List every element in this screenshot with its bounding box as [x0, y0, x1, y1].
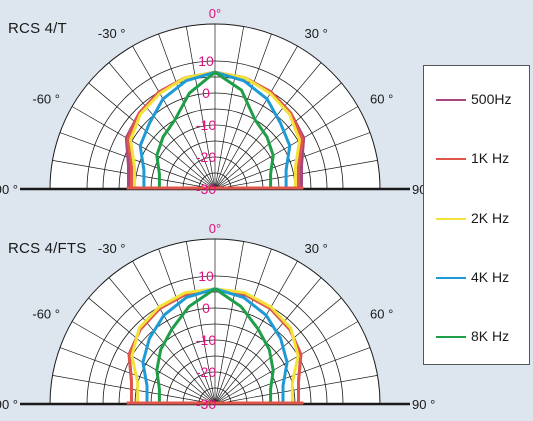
grid-spoke: [132, 45, 216, 190]
legend: 500Hz 1K Hz 2K Hz 4K Hz 8K Hz: [423, 65, 530, 365]
legend-item-2khz: 2K Hz: [424, 209, 529, 229]
angle-tick-label: 30 °: [305, 26, 328, 41]
radial-tick-label: -30: [196, 396, 216, 412]
angle-tick-label: -30 °: [98, 26, 126, 41]
grid-spoke: [186, 26, 216, 190]
angle-tick-label: -90 °: [0, 182, 18, 197]
grid-spoke: [214, 297, 342, 405]
angle-tick-label: 60 °: [370, 307, 393, 322]
grid-spoke: [108, 62, 216, 190]
grid-spoke: [214, 241, 244, 405]
series-line-8khz: [155, 287, 275, 404]
legend-label: 2K Hz: [471, 210, 510, 226]
grid-spoke: [108, 277, 216, 405]
grid-spoke: [52, 375, 216, 405]
polar-plot-0: [20, 23, 410, 191]
polar-plot-1: [20, 238, 410, 406]
radial-tick-label: -20: [196, 364, 216, 380]
grid-spoke: [71, 106, 216, 190]
grid-spoke: [158, 248, 216, 405]
grid-spoke: [186, 241, 216, 405]
grid-spoke: [214, 106, 359, 190]
radial-tick-label: 0: [202, 300, 210, 316]
grid-spoke: [88, 82, 216, 190]
grid-spoke: [214, 62, 322, 190]
grid-spoke: [214, 375, 378, 405]
radial-tick-label: 10: [198, 53, 214, 69]
grid-spoke: [59, 132, 216, 190]
angle-tick-label: -90 °: [0, 397, 18, 412]
radial-tick-label: 10: [198, 268, 214, 284]
radial-tick-label: -30: [196, 181, 216, 197]
angle-tick-label: 0°: [209, 221, 221, 236]
legend-swatch: [436, 218, 466, 220]
legend-label: 500Hz: [471, 91, 512, 107]
grid-spoke: [158, 33, 216, 190]
grid-spoke: [214, 26, 244, 190]
legend-label: 4K Hz: [471, 269, 510, 285]
grid-spoke: [214, 45, 298, 190]
angle-tick-label: 0°: [209, 6, 221, 21]
legend-swatch: [436, 99, 466, 101]
angle-tick-label: 90 °: [412, 397, 435, 412]
angle-tick-label: 30 °: [305, 241, 328, 256]
chart-title-bottom: RCS 4/FTS: [8, 240, 87, 257]
radial-tick-label: 0: [202, 85, 210, 101]
radial-tick-label: -20: [196, 149, 216, 165]
grid-spoke: [214, 248, 272, 405]
grid-spoke: [132, 260, 216, 405]
grid-spoke: [88, 297, 216, 405]
legend-swatch: [436, 336, 466, 338]
legend-swatch: [436, 277, 466, 279]
series-line-8khz: [155, 70, 275, 189]
angle-tick-label: -60 °: [32, 92, 60, 107]
legend-label: 8K Hz: [471, 328, 510, 344]
grid-spoke: [214, 132, 371, 190]
legend-item-8khz: 8K Hz: [424, 327, 529, 347]
grid-spoke: [214, 277, 322, 405]
angle-tick-label: -60 °: [32, 307, 60, 322]
legend-item-1khz: 1K Hz: [424, 149, 529, 169]
grid-spoke: [214, 82, 342, 190]
angle-tick-label: -30 °: [98, 241, 126, 256]
radial-tick-label: -10: [196, 332, 216, 348]
radial-tick-label: -10: [196, 117, 216, 133]
legend-swatch: [436, 158, 466, 160]
grid-spoke: [214, 33, 272, 190]
legend-item-4khz: 4K Hz: [424, 268, 529, 288]
angle-tick-label: 60 °: [370, 92, 393, 107]
legend-label: 1K Hz: [471, 150, 510, 166]
grid-spoke: [214, 260, 298, 405]
legend-item-500hz: 500Hz: [424, 90, 529, 110]
chart-title-top: RCS 4/T: [8, 20, 67, 37]
